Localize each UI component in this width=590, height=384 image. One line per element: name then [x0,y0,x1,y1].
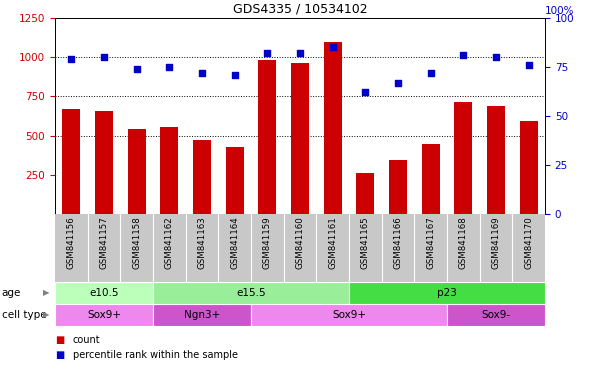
Point [230,72,240,78]
Text: GSM841169: GSM841169 [491,216,500,269]
Text: GSM841166: GSM841166 [394,216,402,269]
Point [394,79,403,86]
Bar [356,173,374,214]
Bar [251,304,447,326]
Bar [349,282,545,304]
Bar [487,106,505,214]
Text: GSM841158: GSM841158 [132,216,141,269]
Point [524,62,533,68]
Text: percentile rank within the sample: percentile rank within the sample [73,350,238,360]
Bar [389,160,407,214]
Point [491,54,501,60]
Bar [153,304,251,326]
Point [328,44,337,50]
Text: Sox9+: Sox9+ [87,310,121,320]
Text: GSM841161: GSM841161 [328,216,337,269]
Text: count: count [73,334,100,345]
Point [263,50,272,56]
Text: ▶: ▶ [43,311,50,319]
Text: Sox9-: Sox9- [481,310,510,320]
Point [360,89,370,96]
Text: GSM841156: GSM841156 [67,216,76,269]
Text: cell type: cell type [2,310,47,320]
Bar [422,144,440,214]
Text: age: age [2,288,21,298]
Bar [55,304,153,326]
Bar [63,109,80,214]
Title: GDS4335 / 10534102: GDS4335 / 10534102 [232,2,368,15]
Text: e15.5: e15.5 [236,288,266,298]
Bar [193,140,211,214]
Point [295,50,304,56]
Text: p23: p23 [437,288,457,298]
Text: GSM841163: GSM841163 [198,216,206,269]
Bar [160,127,178,214]
Text: GSM841164: GSM841164 [230,216,239,269]
Text: GSM841165: GSM841165 [361,216,370,269]
Point [99,54,109,60]
Text: e10.5: e10.5 [89,288,119,298]
Text: ■: ■ [55,334,64,345]
Bar [258,60,276,214]
Bar [55,282,153,304]
Text: ▶: ▶ [43,288,50,298]
Text: ■: ■ [55,350,64,360]
Point [197,70,206,76]
Text: GSM841159: GSM841159 [263,216,272,269]
Text: Sox9+: Sox9+ [332,310,366,320]
Text: GSM841168: GSM841168 [459,216,468,269]
Point [165,64,174,70]
Point [67,56,76,62]
Text: GSM841170: GSM841170 [524,216,533,269]
Text: GSM841162: GSM841162 [165,216,174,269]
Bar [153,282,349,304]
Point [132,66,142,72]
Bar [520,121,537,214]
Bar [447,304,545,326]
Point [426,70,435,76]
Bar [324,42,342,214]
Bar [454,102,473,214]
Text: GSM841157: GSM841157 [100,216,109,269]
Text: 100%: 100% [545,6,575,16]
Bar [127,129,146,214]
Point [458,52,468,58]
Text: Ngn3+: Ngn3+ [184,310,220,320]
Bar [95,111,113,214]
Bar [226,147,244,214]
Text: GSM841160: GSM841160 [296,216,304,269]
Bar [291,63,309,214]
Text: GSM841167: GSM841167 [426,216,435,269]
